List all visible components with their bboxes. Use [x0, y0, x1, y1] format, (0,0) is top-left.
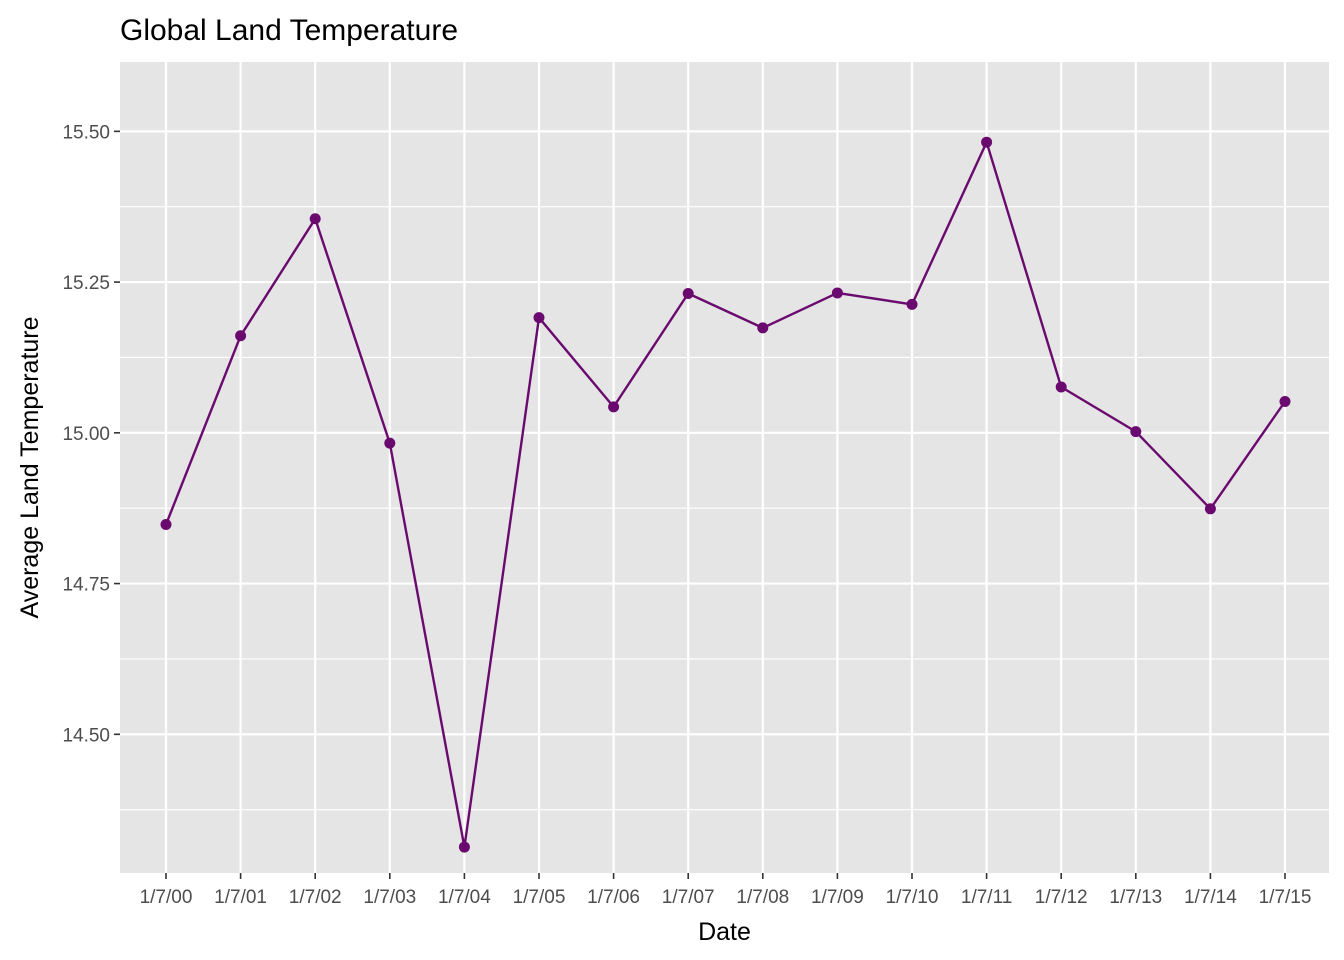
grid-minor [120, 206, 1329, 811]
data-point [384, 437, 396, 449]
y-tick-label: 14.75 [62, 575, 110, 596]
data-point [235, 330, 247, 342]
y-tick-label: 15.25 [62, 273, 110, 294]
data-point [906, 298, 918, 310]
data-point [757, 322, 769, 334]
x-tick-label: 1/7/10 [886, 887, 939, 908]
data-point [1130, 426, 1142, 438]
data-point [160, 518, 172, 530]
x-tick-label: 1/7/03 [363, 887, 416, 908]
data-point [533, 312, 545, 324]
x-axis-title: Date [698, 918, 751, 946]
data-point [309, 213, 321, 225]
x-tick-label: 1/7/07 [662, 887, 715, 908]
x-tick-label: 1/7/02 [289, 887, 342, 908]
x-tick-label: 1/7/05 [513, 887, 566, 908]
data-point [1055, 381, 1067, 393]
y-tick-label: 15.00 [62, 424, 110, 445]
data-point [831, 287, 843, 299]
data-point [458, 841, 470, 853]
x-tick-label: 1/7/01 [214, 887, 267, 908]
series-points [160, 136, 1291, 853]
y-axis-ticks: 14.50 14.75 15.00 15.25 15.50 [62, 122, 120, 746]
x-tick-label: 1/7/08 [736, 887, 789, 908]
data-point [981, 136, 993, 148]
x-tick-label: 1/7/06 [587, 887, 640, 908]
data-point [1204, 503, 1216, 515]
y-tick-label: 15.50 [62, 122, 110, 143]
x-tick-label: 1/7/04 [438, 887, 491, 908]
y-axis-title: Average Land Temperature [16, 316, 44, 618]
x-tick-label: 1/7/11 [961, 887, 1012, 908]
x-tick-label: 1/7/15 [1259, 887, 1312, 908]
grid-major [120, 62, 1329, 873]
chart-title: Global Land Temperature [120, 14, 458, 47]
series-line [164, 140, 1286, 849]
x-axis-ticks: 1/7/00 1/7/01 1/7/02 1/7/03 1/7/04 1/7/05 1/7/… [140, 873, 1312, 908]
plot-panel [120, 62, 1329, 873]
x-tick-label: 1/7/14 [1184, 887, 1237, 908]
data-point [608, 401, 620, 413]
x-tick-label: 1/7/13 [1109, 887, 1162, 908]
x-tick-label: 1/7/09 [811, 887, 864, 908]
x-tick-label: 1/7/12 [1035, 887, 1088, 908]
series-line-group [164, 140, 1286, 849]
data-point [1279, 395, 1291, 407]
y-tick-label: 14.50 [62, 725, 110, 746]
data-point [682, 288, 694, 300]
x-tick-label: 1/7/00 [140, 887, 193, 908]
